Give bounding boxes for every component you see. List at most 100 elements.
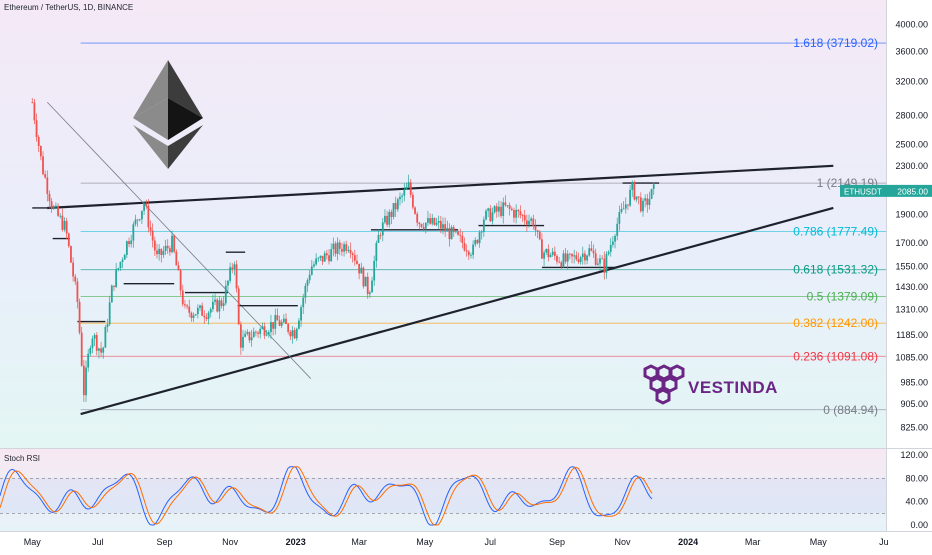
candle-body (274, 315, 277, 329)
candle-body (416, 213, 419, 223)
candle-body (414, 207, 416, 214)
candle-body (485, 210, 487, 220)
candle-body (351, 253, 354, 256)
candle-body (581, 253, 584, 258)
candle-body (91, 338, 94, 348)
price-tick-label: 4000.00 (895, 19, 928, 29)
candle-body (534, 226, 537, 231)
candle-body (59, 215, 62, 217)
candle-body (571, 253, 573, 257)
candle-body (420, 224, 423, 228)
candle-body (360, 267, 363, 274)
candle-body (338, 242, 341, 249)
candle-body (521, 215, 524, 216)
candle-body (528, 220, 530, 225)
candle-body (368, 292, 371, 295)
candle-body (39, 145, 42, 157)
candle-body (110, 285, 113, 303)
candle-body (121, 259, 124, 262)
candle-body (42, 156, 44, 175)
rsi-tick-label: 40.00 (905, 497, 928, 507)
price-tick-label: 1550.00 (895, 262, 928, 272)
candle-body (282, 318, 285, 323)
candle-body (650, 188, 653, 199)
candle-body (513, 210, 515, 218)
rsi-tick-label: 120.00 (900, 450, 928, 460)
candle-body (188, 306, 191, 313)
candle-body (244, 333, 247, 337)
candle-body (153, 240, 156, 251)
candle-body (560, 262, 563, 267)
candle-body (332, 243, 335, 250)
candle-body (231, 267, 234, 269)
candle-body (67, 233, 70, 247)
candle-body (549, 254, 552, 258)
candle-body (248, 331, 251, 341)
candle-body (323, 253, 326, 262)
candle-body (287, 323, 290, 332)
candle-body (143, 203, 145, 211)
candle-body (162, 251, 165, 255)
candle-body (175, 251, 178, 266)
candle-body (336, 242, 339, 254)
candle-body (349, 249, 352, 254)
candle-body (596, 263, 599, 265)
fib-layer: 1.618 (3719.02)1 (2149.19)0.786 (1777.49… (80, 36, 886, 417)
candle-body (272, 322, 275, 329)
candle-body (160, 248, 163, 255)
candle-body (620, 208, 623, 212)
candle-body (147, 205, 150, 228)
fib-label-1.618: 1.618 (3719.02) (793, 36, 878, 50)
candle-body (450, 227, 453, 240)
candle-body (278, 320, 281, 326)
candle-body (93, 335, 96, 339)
candle-body (285, 318, 287, 324)
candle-body (609, 244, 612, 252)
candle-body (601, 258, 604, 260)
candle-body (325, 253, 328, 256)
candle-body (629, 189, 631, 206)
candle-body (149, 227, 152, 231)
candle-body (472, 244, 475, 255)
candle-body (631, 182, 634, 190)
candle-body (358, 263, 361, 274)
time-tick-label: Sep (549, 537, 565, 547)
fib-label-0: 0 (884.94) (823, 403, 878, 417)
price-tick-label: 3600.00 (895, 46, 928, 56)
candle-body (270, 322, 272, 333)
candle-body (482, 219, 485, 232)
candle-body (315, 258, 318, 265)
candle-body (547, 249, 550, 258)
candle-body (551, 251, 554, 255)
candle-body (431, 217, 434, 224)
candle-body (80, 332, 83, 366)
candle-body (76, 281, 79, 302)
candle-body (515, 209, 518, 218)
candle-body (427, 218, 429, 223)
candle-body (502, 202, 505, 217)
candle-body (57, 205, 59, 216)
candle-body (100, 348, 102, 353)
candle-body (616, 223, 619, 236)
candle-body (130, 240, 133, 245)
candle-body (384, 215, 386, 223)
candle-body (476, 239, 479, 244)
candle-body (220, 300, 223, 306)
candle-body (603, 258, 606, 273)
candle-body (379, 234, 382, 236)
candle-body (44, 174, 47, 178)
rsi-d-line (0, 466, 653, 526)
price-tick-label: 1185.00 (896, 330, 928, 340)
candle-body (173, 235, 176, 252)
candle-body (566, 253, 569, 262)
candle-body (267, 332, 270, 335)
candle-body (255, 331, 257, 333)
candle-body (214, 299, 216, 302)
time-tick-label: 2023 (286, 537, 306, 547)
candle-body (545, 249, 548, 253)
candle-body (519, 211, 522, 216)
candle-body (491, 212, 494, 222)
rsi-pane-title: Stoch RSI (4, 454, 41, 463)
candle-body (104, 327, 107, 348)
candle-body (646, 198, 649, 205)
